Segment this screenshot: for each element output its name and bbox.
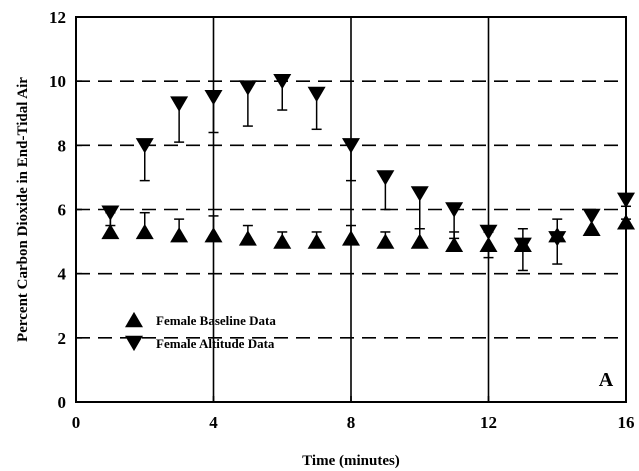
tick-layer: 0 2 4 6 8 10 12 0 4 8 12 16	[49, 8, 635, 432]
altitude-marker	[204, 90, 223, 106]
baseline-marker	[445, 236, 464, 252]
y-tick-label: 12	[49, 8, 66, 27]
x-tick-label: 4	[209, 413, 218, 432]
legend-marker-altitude	[125, 335, 143, 352]
altitude-marker	[273, 73, 292, 90]
baseline-marker	[479, 236, 498, 252]
legend-label-altitude: Female Altitude Data	[156, 336, 275, 351]
baseline-marker	[342, 230, 360, 246]
altitude-marker	[342, 138, 360, 154]
x-tick-label: 8	[347, 413, 356, 432]
legend-label-baseline: Female Baseline Data	[156, 313, 276, 328]
baseline-marker	[582, 220, 601, 236]
x-axis-label: Time (minutes)	[302, 453, 400, 469]
x-tick-label: 16	[618, 413, 635, 432]
marker-layer	[101, 73, 635, 253]
y-tick-label: 0	[58, 393, 67, 412]
vertical-lines-layer	[212, 17, 490, 402]
panel-label: A	[599, 369, 614, 391]
altitude-marker	[513, 237, 532, 253]
altitude-marker	[376, 170, 395, 186]
y-tick-label: 10	[49, 72, 66, 91]
altitude-marker	[479, 224, 498, 241]
baseline-marker	[135, 223, 154, 240]
legend-marker-baseline	[125, 311, 143, 328]
baseline-marker	[238, 230, 257, 246]
x-tick-label: 0	[72, 413, 81, 432]
y-axis-label: Percent Carbon Dioxide in End-Tidal Air	[15, 77, 31, 342]
baseline-marker	[410, 233, 429, 249]
baseline-marker	[204, 227, 223, 243]
y-tick-label: 8	[58, 136, 67, 155]
baseline-marker	[307, 233, 326, 249]
baseline-marker	[617, 214, 635, 230]
altitude-marker	[617, 192, 635, 208]
baseline-marker	[101, 223, 120, 240]
x-tick-label: 12	[480, 413, 497, 432]
altitude-marker	[410, 186, 429, 202]
y-tick-label: 6	[58, 201, 67, 220]
y-tick-label: 2	[58, 329, 67, 348]
altitude-marker	[238, 80, 257, 96]
y-tick-label: 4	[58, 265, 67, 284]
altitude-marker	[170, 96, 189, 112]
altitude-marker	[135, 138, 154, 154]
altitude-marker	[548, 231, 567, 247]
baseline-marker	[273, 233, 292, 249]
altitude-marker	[445, 202, 464, 218]
baseline-marker	[170, 227, 189, 243]
baseline-marker	[376, 233, 395, 249]
legend: Female Baseline Data Female Altitude Dat…	[125, 311, 276, 352]
altitude-marker	[307, 86, 326, 103]
altitude-marker	[582, 208, 601, 225]
altitude-marker	[101, 205, 120, 221]
